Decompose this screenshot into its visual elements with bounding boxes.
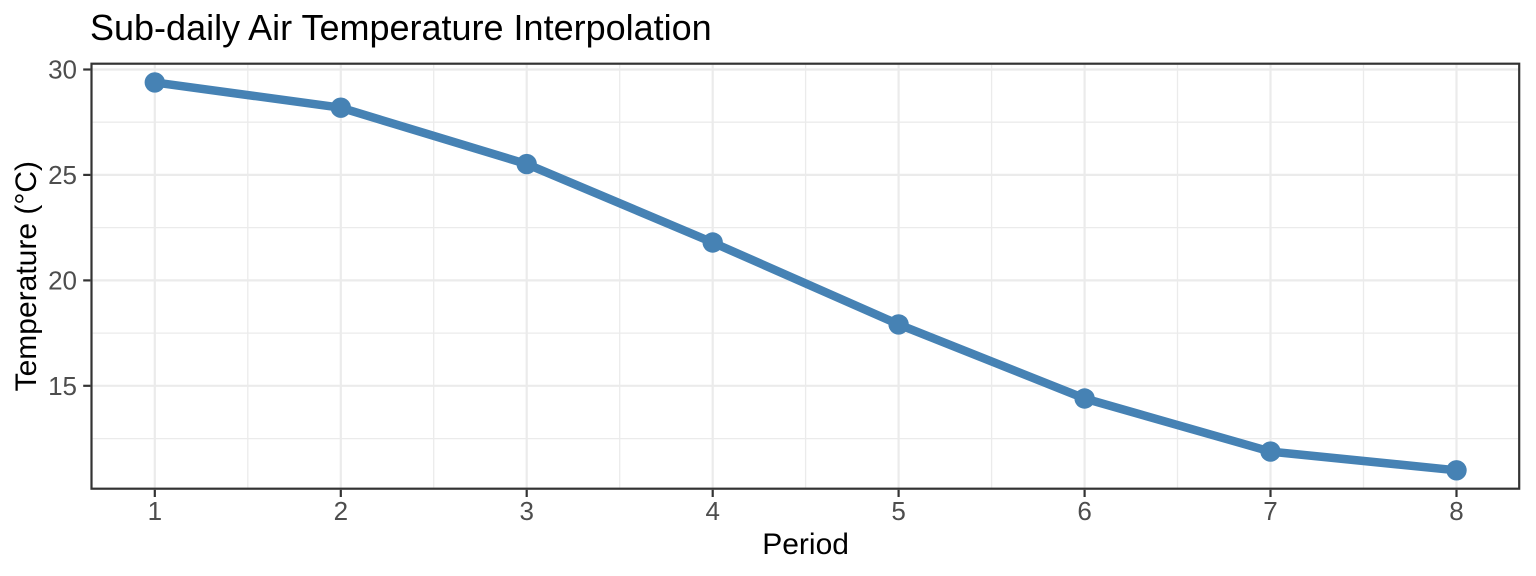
svg-text:3: 3 — [519, 496, 533, 526]
svg-text:Sub-daily Air Temperature Inte: Sub-daily Air Temperature Interpolation — [90, 7, 712, 48]
svg-text:8: 8 — [1449, 496, 1463, 526]
svg-text:6: 6 — [1077, 496, 1091, 526]
svg-text:1: 1 — [148, 496, 162, 526]
svg-text:7: 7 — [1263, 496, 1277, 526]
svg-text:30: 30 — [48, 55, 77, 85]
svg-text:25: 25 — [48, 160, 77, 190]
svg-text:5: 5 — [891, 496, 905, 526]
svg-text:20: 20 — [48, 265, 77, 295]
svg-text:2: 2 — [334, 496, 348, 526]
svg-text:Period: Period — [762, 528, 849, 561]
svg-text:4: 4 — [705, 496, 719, 526]
svg-text:15: 15 — [48, 371, 77, 401]
svg-text:Temperature (°C): Temperature (°C) — [10, 161, 43, 391]
